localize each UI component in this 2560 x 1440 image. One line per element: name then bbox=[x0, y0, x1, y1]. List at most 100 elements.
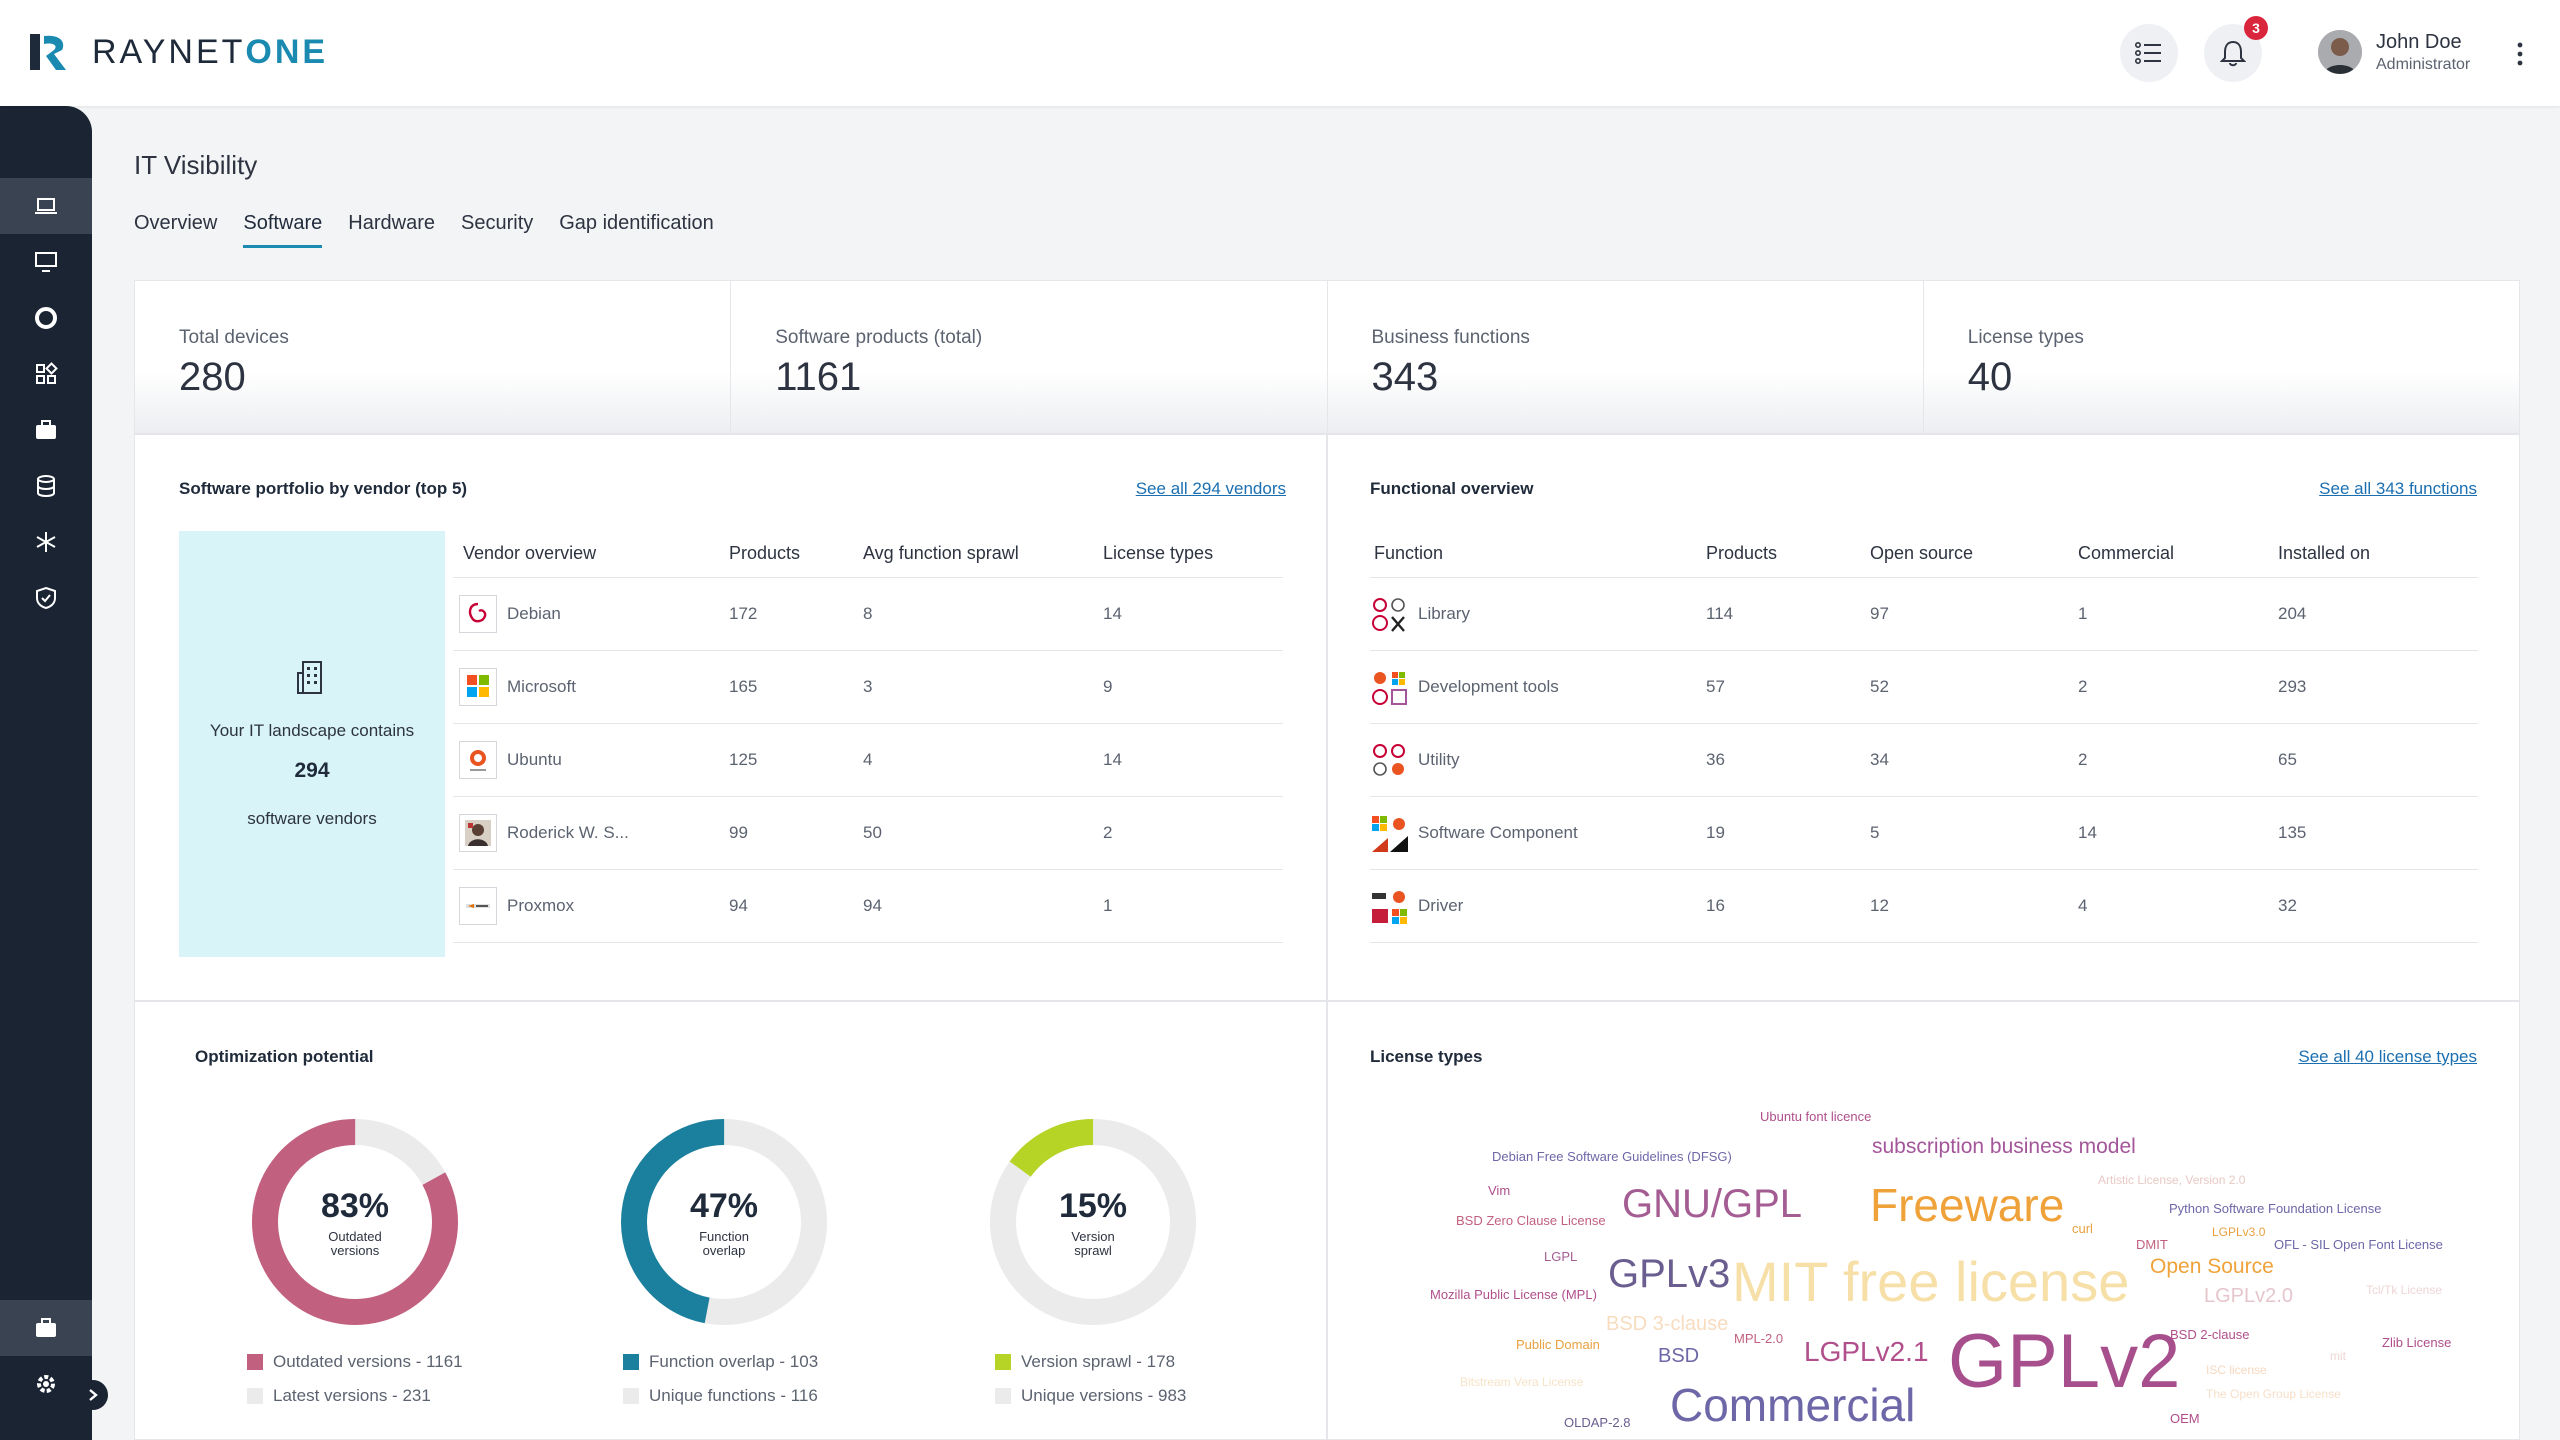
license-word[interactable]: GPLv2 bbox=[1948, 1319, 2181, 1404]
license-word[interactable]: LGPL bbox=[1544, 1249, 1578, 1264]
license-word[interactable]: LGPLv2.1 bbox=[1804, 1336, 1929, 1367]
license-word[interactable]: mit bbox=[2330, 1349, 2346, 1363]
donut-outdated-versions[interactable]: 83% Outdated versions bbox=[245, 1112, 465, 1337]
see-all-license-types-link[interactable]: See all 40 license types bbox=[2298, 1047, 2477, 1066]
column-header[interactable]: Vendor overview bbox=[453, 531, 729, 578]
table-cell: 125 bbox=[729, 723, 863, 797]
license-word[interactable]: LGPLv2.0 bbox=[2204, 1285, 2293, 1307]
table-cell: 2 bbox=[2078, 650, 2278, 724]
license-word[interactable]: Tcl/Tk License bbox=[2366, 1283, 2443, 1297]
sidebar-item-applications[interactable] bbox=[0, 346, 92, 402]
table-cell: 99 bbox=[729, 796, 863, 870]
sidebar-item-settings[interactable] bbox=[0, 1356, 92, 1412]
table-cell: 172 bbox=[729, 577, 863, 651]
column-header[interactable]: Products bbox=[729, 531, 863, 578]
license-word[interactable]: Debian Free Software Guidelines (DFSG) bbox=[1492, 1149, 1732, 1164]
license-word[interactable]: LGPLv3.0 bbox=[2212, 1225, 2266, 1239]
table-row[interactable]: Roderick W. S... 99 50 2 bbox=[453, 796, 1283, 870]
license-word[interactable]: BSD Zero Clause License bbox=[1456, 1213, 1606, 1228]
tab-security[interactable]: Security bbox=[461, 212, 534, 234]
table-row[interactable]: Microsoft 165 3 9 bbox=[453, 650, 1283, 724]
sidebar-item-devices[interactable] bbox=[0, 234, 92, 290]
user-menu[interactable]: John Doe Administrator bbox=[2318, 30, 2470, 74]
more-options-icon[interactable] bbox=[2512, 40, 2528, 68]
column-header[interactable]: Products bbox=[1706, 531, 1870, 578]
table-row[interactable]: Software Component 19 5 14 135 bbox=[1370, 796, 2478, 870]
table-row[interactable]: Proxmox 94 94 1 bbox=[453, 869, 1283, 943]
table-row[interactable]: Utility 36 34 2 65 bbox=[1370, 723, 2478, 797]
column-header[interactable]: Avg function sprawl bbox=[863, 531, 1103, 578]
license-word[interactable]: MPL-2.0 bbox=[1734, 1331, 1784, 1346]
sidebar-item-support[interactable] bbox=[0, 290, 92, 346]
function-vendors-icon bbox=[1370, 740, 1408, 779]
license-word[interactable]: GNU/GPL bbox=[1622, 1182, 1803, 1226]
debian-logo-icon bbox=[459, 594, 497, 633]
column-header[interactable]: Function bbox=[1370, 531, 1706, 578]
column-header[interactable]: License types bbox=[1103, 531, 1283, 578]
table-row[interactable]: Development tools 57 52 2 293 bbox=[1370, 650, 2478, 724]
see-all-vendors-link[interactable]: See all 294 vendors bbox=[1135, 479, 1286, 498]
table-row[interactable]: Ubuntu 125 4 14 bbox=[453, 723, 1283, 797]
table-row[interactable]: Debian 172 8 14 bbox=[453, 577, 1283, 651]
sidebar-expand-button[interactable] bbox=[78, 1380, 108, 1410]
donut-version-sprawl[interactable]: 15% Version sprawl bbox=[983, 1112, 1203, 1337]
license-word[interactable]: ISC license bbox=[2206, 1363, 2267, 1377]
license-word[interactable]: Vim bbox=[1488, 1183, 1511, 1198]
notifications-button[interactable]: 3 bbox=[2204, 16, 2268, 82]
sidebar-item-security[interactable] bbox=[0, 570, 92, 626]
legend-swatch bbox=[995, 1354, 1011, 1370]
license-word[interactable]: BSD 3-clause bbox=[1606, 1313, 1729, 1335]
donut-chart bbox=[621, 1119, 827, 1325]
license-word[interactable]: Commercial bbox=[1670, 1379, 1916, 1431]
tab-hardware[interactable]: Hardware bbox=[348, 212, 435, 234]
sidebar-item-it-visibility[interactable] bbox=[0, 178, 92, 234]
license-word[interactable]: BSD 2-clause bbox=[2170, 1327, 2250, 1342]
license-word[interactable]: DMIT bbox=[2136, 1237, 2168, 1252]
license-word[interactable]: Python Software Foundation License bbox=[2169, 1201, 2382, 1216]
license-word[interactable]: The Open Group License bbox=[2206, 1387, 2341, 1401]
chevron-right-icon bbox=[89, 1389, 98, 1401]
table-row[interactable]: Library 114 97 1 204 bbox=[1370, 577, 2478, 651]
license-word[interactable]: curl bbox=[2072, 1221, 2093, 1236]
tab-software[interactable]: Software bbox=[243, 212, 323, 248]
sidebar-item-portfolio[interactable] bbox=[0, 402, 92, 458]
optimization-potential-panel: Optimization potential 83% Outdated versi… bbox=[134, 1001, 1327, 1440]
vendor-table: Vendor overview Products Avg function sp… bbox=[453, 531, 1283, 943]
monitor-icon bbox=[35, 252, 57, 272]
license-word[interactable]: Freeware bbox=[1870, 1179, 2065, 1231]
column-header[interactable]: Commercial bbox=[2078, 531, 2278, 578]
vendor-count: 294 bbox=[294, 759, 330, 782]
task-list-button[interactable] bbox=[2120, 24, 2178, 82]
sidebar-item-data[interactable] bbox=[0, 458, 92, 514]
legend-item: Unique versions - 983 bbox=[995, 1386, 1186, 1406]
license-word[interactable]: OEM bbox=[2170, 1411, 2200, 1426]
raynetone-logo[interactable]: RAYNETONE bbox=[26, 30, 328, 74]
gear-icon bbox=[37, 1375, 55, 1393]
tab-gap-identification[interactable]: Gap identification bbox=[559, 212, 714, 234]
license-word[interactable]: Open Source bbox=[2150, 1255, 2274, 1278]
donut-value-arc[interactable] bbox=[245, 1112, 465, 1332]
donut-function-overlap[interactable]: 47% Function overlap bbox=[614, 1112, 834, 1337]
license-word[interactable]: Ubuntu font licence bbox=[1760, 1109, 1872, 1124]
function-vendors-icon bbox=[1370, 813, 1408, 852]
tab-overview[interactable]: Overview bbox=[134, 212, 218, 234]
license-word[interactable]: Public Domain bbox=[1516, 1337, 1600, 1352]
see-all-functions-link[interactable]: See all 343 functions bbox=[2319, 479, 2477, 498]
sidebar-item-workspace[interactable] bbox=[0, 1300, 92, 1356]
table-row[interactable]: Driver 16 12 4 32 bbox=[1370, 869, 2478, 943]
column-header[interactable]: Open source bbox=[1870, 531, 2078, 578]
function-name: Software Component bbox=[1418, 822, 1578, 842]
column-header[interactable]: Installed on bbox=[2278, 531, 2478, 578]
license-word[interactable]: BSD bbox=[1658, 1345, 1700, 1367]
license-word[interactable]: Zlib License bbox=[2382, 1335, 2452, 1350]
license-word[interactable]: OLDAP-2.8 bbox=[1564, 1415, 1631, 1430]
license-word[interactable]: MIT free license bbox=[1732, 1250, 2130, 1313]
table-cell: 52 bbox=[1870, 650, 2078, 724]
license-word[interactable]: OFL - SIL Open Font License bbox=[2274, 1237, 2443, 1252]
sidebar-item-integrations[interactable] bbox=[0, 514, 92, 570]
license-word[interactable]: Artistic License, Version 2.0 bbox=[2098, 1173, 2246, 1187]
license-word[interactable]: Mozilla Public License (MPL) bbox=[1430, 1287, 1597, 1302]
license-word[interactable]: GPLv3 bbox=[1608, 1252, 1731, 1296]
license-word[interactable]: Bitstream Vera License bbox=[1460, 1375, 1584, 1389]
license-word[interactable]: subscription business model bbox=[1872, 1135, 2136, 1158]
